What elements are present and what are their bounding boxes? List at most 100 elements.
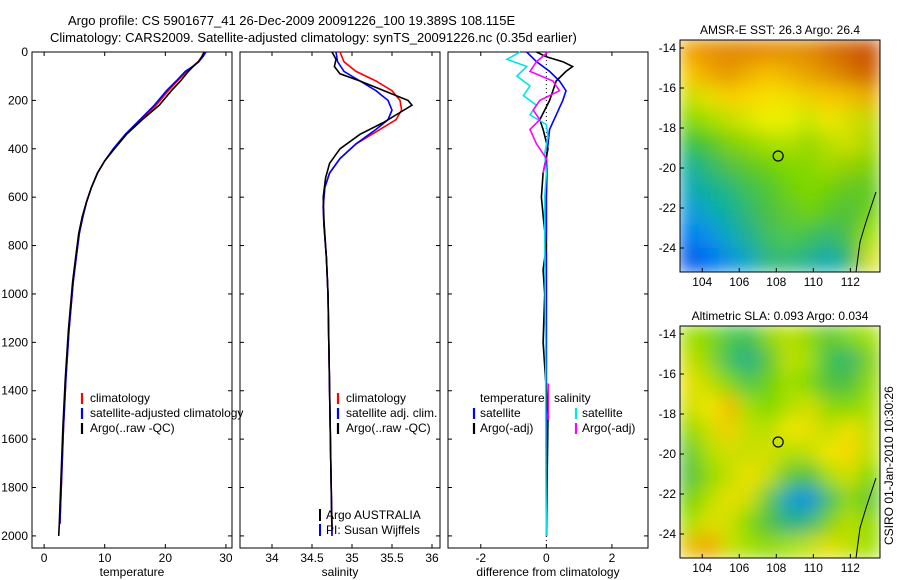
sst-heatmap-cell xyxy=(859,247,880,272)
depth-tick-label: 1000 xyxy=(1,287,28,301)
sst-heatmap-cell xyxy=(799,155,821,181)
sla-heatmap-cell xyxy=(819,371,841,397)
sla-heatmap-cell xyxy=(699,371,721,397)
sst-heatmap-cell xyxy=(719,178,741,204)
sst-heatmap-cell xyxy=(699,108,721,134)
sst-heatmap-cell xyxy=(759,224,781,250)
depth-tick-label: 1600 xyxy=(1,432,28,446)
sla-heatmap-cell xyxy=(680,394,701,420)
sst-lon-tick-label: 106 xyxy=(729,275,749,289)
sst-heatmap-cell xyxy=(799,108,821,134)
sst-heatmap-cell xyxy=(699,155,721,181)
sst-argo-location-marker xyxy=(772,150,784,162)
sst-heatmap-cell xyxy=(680,201,701,227)
sla-heatmap-cell xyxy=(759,417,781,443)
sst-heatmap-cell xyxy=(719,108,741,134)
sla-heatmap-cell xyxy=(759,510,781,536)
sst-heatmap-cell xyxy=(719,85,741,111)
temperature-xtick-label: 20 xyxy=(159,551,173,565)
sla-heatmap-cell xyxy=(779,464,801,490)
sst-heatmap-cell xyxy=(719,247,741,272)
sla-heatmap-cell xyxy=(739,326,761,351)
temperature-series-line-0 xyxy=(59,51,206,524)
sst-map-title: AMSR-E SST: 26.3 Argo: 26.4 xyxy=(700,23,860,37)
sst-heatmap-cell xyxy=(799,40,821,65)
sst-heatmap-cell xyxy=(799,85,821,111)
sst-heatmap-cell xyxy=(839,62,861,88)
sla-lon-tick-label: 104 xyxy=(692,561,712,575)
depth-tick-label: 2000 xyxy=(1,529,28,543)
sst-heatmap-cell xyxy=(799,247,821,272)
sst-heatmap-cell xyxy=(739,201,761,227)
sst-heatmap-cell xyxy=(779,224,801,250)
sst-heatmap-cell xyxy=(859,224,880,250)
temperature-xtick-label: 30 xyxy=(219,551,233,565)
salinity-legend-label: Argo(..raw -QC) xyxy=(346,421,431,435)
sst-heatmap-cell xyxy=(819,62,841,88)
sst-heatmap-cell xyxy=(739,178,761,204)
sla-argo-location-marker xyxy=(772,436,784,448)
sst-heatmap-cell xyxy=(680,155,701,181)
sla-heatmap-cell xyxy=(680,487,701,513)
sst-heatmap-cell xyxy=(819,108,841,134)
diff-legend-title-salinity: salinity xyxy=(554,391,591,405)
salinity-series-line-0 xyxy=(322,51,403,536)
sst-lat-tick-label: -24 xyxy=(659,241,677,255)
sla-heatmap-cell xyxy=(719,348,741,374)
salinity-xtick-label: 35.5 xyxy=(380,551,404,565)
sla-heatmap-cell xyxy=(839,464,861,490)
sla-heatmap-cell xyxy=(839,326,861,351)
difference-series-line-3 xyxy=(528,51,561,174)
sst-heatmap-cell xyxy=(859,85,880,111)
sla-heatmap-cell xyxy=(719,371,741,397)
sla-lat-tick-label: -22 xyxy=(659,487,677,501)
depth-tick-label: 0 xyxy=(21,45,28,59)
temperature-series-line-2 xyxy=(57,51,205,536)
salinity-axes-frame xyxy=(239,51,441,549)
sla-heatmap-cell xyxy=(739,417,761,443)
temperature-legend-label: climatology xyxy=(90,391,150,405)
sst-lat-tick-label: -22 xyxy=(659,201,677,215)
sla-heatmap-cell xyxy=(759,371,781,397)
sla-heatmap-cell xyxy=(779,533,801,558)
salinity-series-line-1 xyxy=(322,51,393,536)
sla-heatmap-cell xyxy=(839,441,861,467)
sst-heatmap-cell xyxy=(819,40,841,65)
salinity-profile-panel: 34 34.5 35 35.5 36 salinity climatologysatelli… xyxy=(239,51,441,579)
sla-heatmap-cell xyxy=(680,348,701,374)
sst-heatmap-cell xyxy=(779,131,801,157)
salinity-series-line-2 xyxy=(322,51,414,527)
sst-heatmap-cell xyxy=(739,85,761,111)
sla-heatmap-cell xyxy=(839,371,861,397)
sla-heatmap-cell xyxy=(739,371,761,397)
salinity-legend-label: satellite adj. clim. xyxy=(346,406,437,420)
sla-heatmap-cell xyxy=(699,487,721,513)
sst-heatmap-cell xyxy=(779,40,801,65)
sla-heatmap-cell xyxy=(719,533,741,558)
sla-heatmap-cell xyxy=(859,326,880,351)
salinity-xtick-label: 36 xyxy=(425,551,439,565)
difference-xtick-label: 0 xyxy=(543,551,550,565)
sla-heatmap-cell xyxy=(819,348,841,374)
sla-heatmap-cell xyxy=(859,348,880,374)
sst-heatmap-cell xyxy=(699,224,721,250)
temperature-xtick-label: 10 xyxy=(98,551,112,565)
sst-heatmap-cell xyxy=(680,62,701,88)
diff-legend-title-temperature: temperature xyxy=(480,391,545,405)
sla-heatmap-cell xyxy=(719,417,741,443)
sst-heatmap-cell xyxy=(859,131,880,157)
sst-heatmap-cell xyxy=(699,40,721,65)
sla-heatmap-cell xyxy=(759,326,781,351)
sla-heatmap-cell xyxy=(739,441,761,467)
sla-heatmap-cell xyxy=(779,394,801,420)
sla-heatmap-cell xyxy=(859,464,880,490)
side-timestamp: CSIRO 01-Jan-2010 10:30:26 xyxy=(882,386,896,545)
sst-heatmap-cell xyxy=(859,155,880,181)
sst-heatmap-cell xyxy=(819,155,841,181)
sla-heatmap-cell xyxy=(699,510,721,536)
sla-heatmap-cell xyxy=(859,394,880,420)
sla-lon-tick-label: 110 xyxy=(804,561,823,575)
sst-heatmap-cell xyxy=(779,155,801,181)
sla-heatmap-cell xyxy=(719,510,741,536)
sst-heatmap-cell xyxy=(779,85,801,111)
